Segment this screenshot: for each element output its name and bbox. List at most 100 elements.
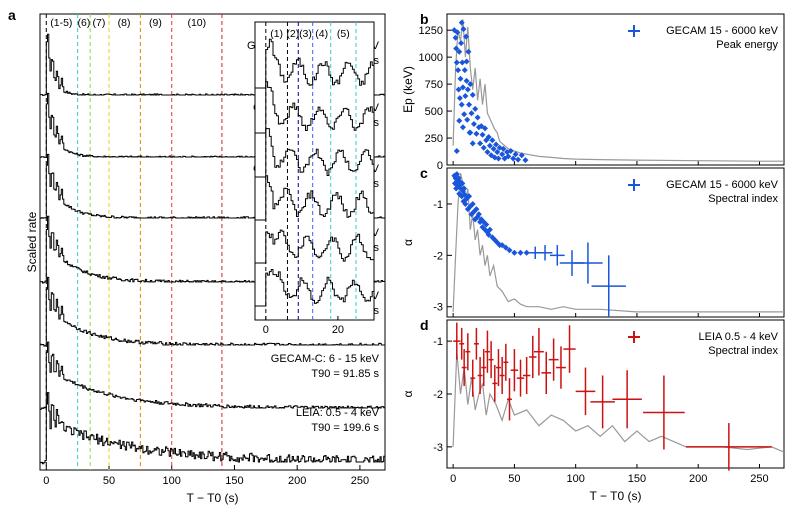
panel-d-xtick-label: 150 (628, 473, 646, 485)
panel-b-point (481, 125, 488, 132)
panel-d-ytick-label: -2 (433, 389, 443, 401)
panel-c-point (485, 231, 492, 238)
panel-b-point (470, 121, 477, 128)
panel-b-point (463, 77, 470, 84)
panel-c-point (523, 249, 530, 256)
panel-a-phase-label: (7) (93, 17, 106, 29)
panel-b-point (454, 29, 461, 36)
panel-b-point (453, 59, 460, 66)
panel-b-point (490, 145, 497, 152)
panel-b-point (463, 58, 470, 65)
panel-b-point (477, 140, 484, 147)
panel-b-point (465, 48, 472, 55)
panel-b-point (489, 137, 496, 144)
panel-b-point (456, 117, 463, 124)
panel-b-point (462, 92, 469, 99)
panel-c-frame (446, 167, 785, 318)
panel-a-curve-label: GECAM-C: 6 - 15 keV (271, 353, 380, 365)
panel-b-point (462, 33, 469, 40)
inset-curve (255, 81, 375, 134)
panel-b-point (472, 105, 479, 112)
panel-d-legend-label2: Spectral index (708, 345, 778, 357)
panel-c-point (466, 193, 473, 200)
panel-a-xtick-label: 0 (43, 475, 49, 487)
panel-c-point (473, 206, 480, 213)
panel-b-point (499, 151, 506, 158)
panel-b-point (480, 144, 487, 151)
panel-b-point (455, 67, 462, 74)
panel-a-curve (40, 276, 386, 347)
panel-b-point (464, 116, 471, 123)
inset-curve (255, 269, 375, 307)
panel-b-point (479, 131, 486, 138)
panel-d-xtick-label: 100 (566, 473, 584, 485)
panel-b-point (494, 149, 501, 156)
panel-b-point (493, 141, 500, 148)
panel-c-legend-label: GECAM 15 - 6000 keV (666, 179, 779, 191)
panel-a-curve-label: LEIA: 0.5 - 4 keV (296, 407, 380, 419)
panel-b: b Ep (keV) 0 250 500 750 1000 1250 GECAM 15 - 60… (401, 11, 785, 172)
panel-b-point (464, 86, 471, 93)
panel-b-ytick-label: 500 (425, 106, 443, 118)
panel-d-letter: d (420, 317, 429, 333)
panel-b-ytick-label: 1000 (419, 52, 443, 64)
inset-xtick-label: 0 (263, 324, 269, 336)
panel-b-point (458, 19, 465, 26)
panel-c-point (499, 242, 506, 249)
panel-c-ytick-label: -2 (433, 250, 443, 262)
panel-b-line (452, 19, 784, 162)
panel-a-xtick-label: 50 (103, 475, 115, 487)
panel-b-legend-label2: Peak energy (716, 39, 778, 51)
panel-b-point (453, 45, 460, 52)
panel-b-ytick-label: 1250 (419, 25, 443, 37)
panel-b-point (467, 81, 474, 88)
panel-c-point (461, 185, 468, 192)
panel-b-point (461, 111, 468, 118)
panel-b-ylabel: Ep (keV) (401, 66, 415, 113)
panel-c: c α -3 -2 -1 GECAM 15 - 6000 keV Spectral inde… (401, 165, 785, 318)
inset-phase-label: (2) (286, 28, 299, 40)
panel-b-point (461, 67, 468, 74)
inset-xtick-label: 20 (332, 324, 344, 336)
panel-c-legend-label2: Spectral index (708, 193, 778, 205)
panel-a-curve-t90: T90 = 199.6 s (311, 422, 379, 434)
panel-b-point (469, 140, 476, 147)
panel-d-legend-label: LEIA 0.5 - 4 keV (699, 331, 779, 343)
panel-d-ytick-label: -3 (433, 442, 443, 454)
panel-b-point (512, 151, 519, 158)
panel-b-frame (446, 13, 785, 166)
inset-curve (255, 229, 375, 264)
panel-b-legend-label: GECAM 15 - 6000 keV (666, 25, 779, 37)
panel-b-letter: b (420, 11, 429, 27)
panel-a-phase-label: (6) (77, 17, 90, 29)
panel-b-point (505, 153, 512, 160)
panel-a-xtick-label: 100 (163, 475, 181, 487)
panel-a-xtick-label: 250 (351, 475, 369, 487)
panel-b-point (458, 40, 465, 47)
panel-b-point (473, 130, 480, 137)
panel-a-phase-label: (10) (187, 17, 206, 29)
panel-b-point (456, 95, 463, 102)
panel-b-ytick-label: 0 (437, 160, 443, 172)
panel-b-point (468, 110, 475, 117)
panel-b-ytick-label: 250 (425, 133, 443, 145)
inset-phase-label: (3) (299, 28, 312, 40)
panel-b-point (478, 123, 485, 130)
panel-a-xtick-label: 150 (225, 475, 243, 487)
panel-c-letter: c (420, 165, 428, 181)
panel-b-point (460, 26, 467, 33)
panel-c-point (475, 211, 482, 218)
panel-b-point (510, 155, 517, 162)
panel-c-point (502, 244, 509, 251)
panel-b-ytick-label: 750 (425, 79, 443, 91)
panel-b-point (467, 129, 474, 136)
panel-b-point (458, 101, 465, 108)
panel-b-point (486, 142, 493, 149)
inset-phase-label: (1) (270, 28, 283, 40)
panel-d-ytick-label: -1 (433, 336, 443, 348)
inset-curve (255, 175, 375, 221)
panel-b-point (459, 59, 466, 66)
panel-c-point (511, 249, 518, 256)
panel-c-ylabel: α (401, 239, 415, 246)
panel-a-letter: a (8, 7, 16, 23)
